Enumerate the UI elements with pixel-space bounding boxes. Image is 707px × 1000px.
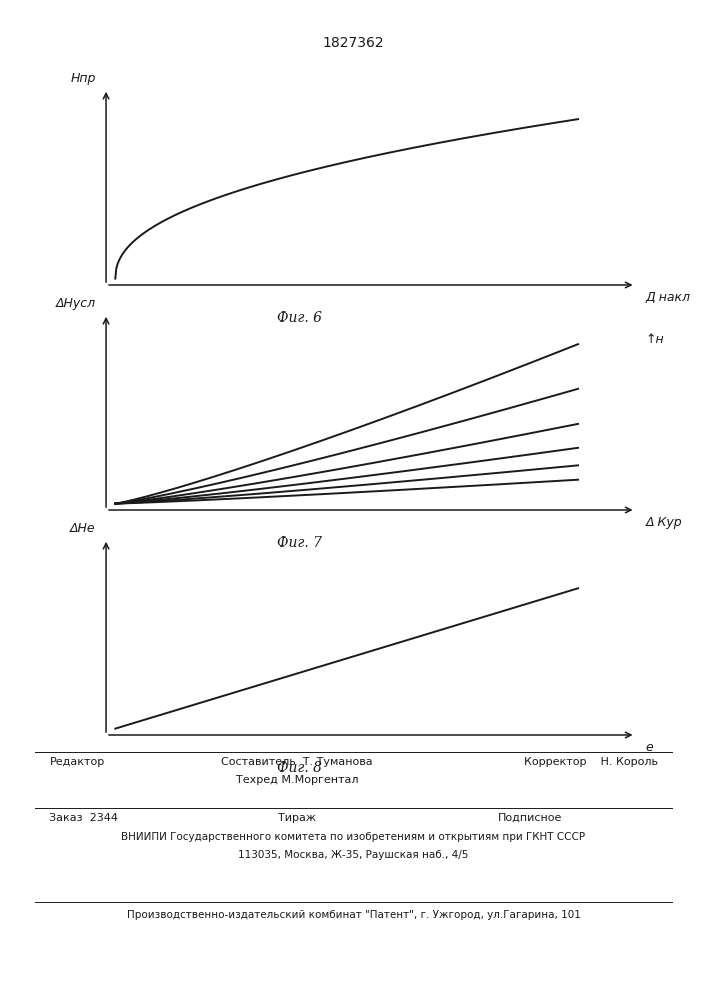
Text: Составитель  Т. Туманова: Составитель Т. Туманова	[221, 757, 373, 767]
Text: ΔНусл: ΔНусл	[56, 297, 96, 310]
Text: Δ Кур: Δ Кур	[645, 516, 682, 529]
Text: ВНИИПИ Государственного комитета по изобретениям и открытиям при ГКНТ СССР: ВНИИПИ Государственного комитета по изоб…	[122, 832, 585, 842]
Text: Заказ  2344: Заказ 2344	[49, 813, 119, 823]
Text: ↑н: ↑н	[645, 333, 665, 346]
Text: ΔНе: ΔНе	[70, 522, 96, 535]
Text: Производственно-издательский комбинат "Патент", г. Ужгород, ул.Гагарина, 101: Производственно-издательский комбинат "П…	[127, 910, 580, 920]
Text: Нпр: Нпр	[71, 72, 96, 85]
Text: Корректор    Н. Король: Корректор Н. Король	[523, 757, 658, 767]
Text: 1827362: 1827362	[322, 36, 385, 50]
Text: e: e	[645, 741, 653, 754]
Text: Техред М.Моргентал: Техред М.Моргентал	[235, 775, 358, 785]
Text: Редактор: Редактор	[49, 757, 105, 767]
Text: Тираж: Тираж	[278, 813, 316, 823]
Text: Фиг. 6: Фиг. 6	[277, 311, 322, 325]
Text: Подписное: Подписное	[498, 813, 563, 823]
Text: 113035, Москва, Ж-35, Раушская наб., 4/5: 113035, Москва, Ж-35, Раушская наб., 4/5	[238, 850, 469, 860]
Text: Д накл: Д накл	[645, 291, 691, 304]
Text: Фиг. 8: Фиг. 8	[277, 761, 322, 775]
Text: Фиг. 7: Фиг. 7	[277, 536, 322, 550]
